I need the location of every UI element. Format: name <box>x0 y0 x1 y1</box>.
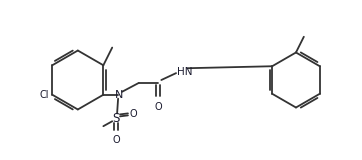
Text: HN: HN <box>177 67 193 77</box>
Text: O: O <box>155 102 162 112</box>
Text: O: O <box>112 135 120 145</box>
Text: N: N <box>115 90 123 100</box>
Text: O: O <box>130 109 138 119</box>
Text: Cl: Cl <box>40 90 49 100</box>
Text: S: S <box>113 112 120 125</box>
